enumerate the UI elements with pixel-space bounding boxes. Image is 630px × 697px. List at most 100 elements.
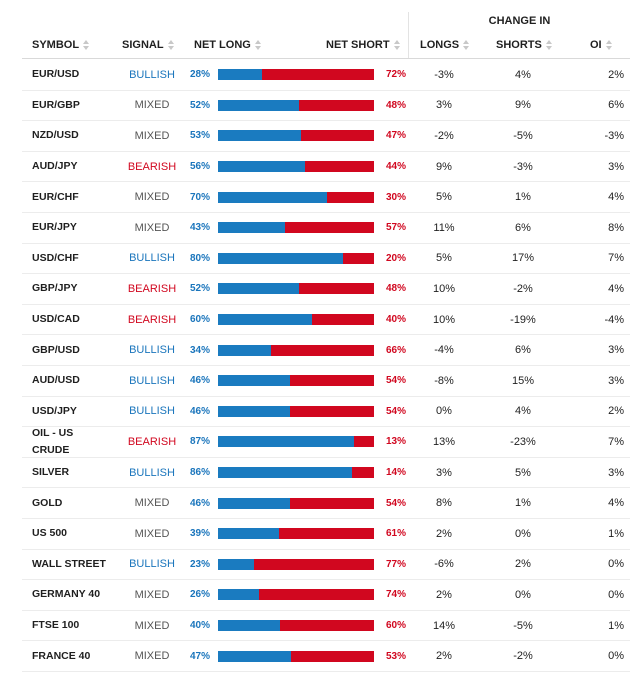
table-row[interactable]: SILVER BULLISH 86% 14% 3% 5% 3% bbox=[22, 458, 630, 489]
oi-change-value: 3% bbox=[608, 160, 624, 173]
signal-cell: MIXED bbox=[134, 588, 170, 601]
sentiment-bar-cell bbox=[218, 182, 374, 212]
sort-icon[interactable] bbox=[83, 40, 90, 50]
table-row[interactable]: NZD/USD MIXED 53% 47% -2% -5% -3% bbox=[22, 121, 630, 152]
table-row[interactable]: USD/CHF BULLISH 80% 20% 5% 17% 7% bbox=[22, 244, 630, 275]
longs-column-header[interactable]: LONGS bbox=[420, 32, 470, 58]
net-short-value: 77% bbox=[385, 558, 406, 570]
sort-icon[interactable] bbox=[463, 40, 470, 50]
table-row[interactable]: GBP/JPY BEARISH 52% 48% 10% -2% 4% bbox=[22, 274, 630, 305]
table-row[interactable]: USD/JPY BULLISH 46% 54% 0% 4% 2% bbox=[22, 397, 630, 428]
symbol-column-header[interactable]: SYMBOL bbox=[32, 32, 90, 58]
sentiment-bar-cell bbox=[218, 366, 374, 396]
sort-icon[interactable] bbox=[167, 40, 175, 50]
net-short-header-label: NET SHORT bbox=[326, 39, 390, 51]
symbol-cell[interactable]: EUR/GBP bbox=[32, 91, 112, 121]
table-row[interactable]: FTSE 100 MIXED 40% 60% 14% -5% 1% bbox=[22, 611, 630, 642]
symbol-label[interactable]: SILVER bbox=[32, 466, 70, 479]
net-short-bar-fill bbox=[311, 314, 374, 326]
table-row[interactable]: EUR/CHF MIXED 70% 30% 5% 1% 4% bbox=[22, 182, 630, 213]
symbol-cell[interactable]: GOLD bbox=[32, 488, 112, 518]
symbol-label[interactable]: GERMANY 40 bbox=[32, 588, 101, 601]
symbol-cell[interactable]: AUD/USD bbox=[32, 366, 112, 396]
symbol-cell[interactable]: GBP/JPY bbox=[32, 274, 112, 304]
net-long-value: 60% bbox=[189, 314, 210, 326]
sort-icon[interactable] bbox=[605, 40, 613, 50]
symbol-label[interactable]: FRANCE 40 bbox=[32, 649, 91, 662]
net-short-value: 66% bbox=[385, 344, 406, 356]
symbol-cell[interactable]: EUR/JPY bbox=[32, 213, 112, 243]
symbol-cell[interactable]: US 500 bbox=[32, 519, 112, 549]
sentiment-bar bbox=[218, 69, 374, 81]
table-row[interactable]: USD/CAD BEARISH 60% 40% 10% -19% -4% bbox=[22, 305, 630, 336]
symbol-label[interactable]: USD/CHF bbox=[32, 251, 79, 264]
table-row[interactable]: AUD/JPY BEARISH 56% 44% 9% -3% 3% bbox=[22, 152, 630, 183]
net-long-value: 46% bbox=[189, 405, 210, 417]
sort-icon[interactable] bbox=[393, 40, 401, 50]
symbol-label[interactable]: OIL - US CRUDE bbox=[32, 426, 74, 456]
symbol-cell[interactable]: AUD/JPY bbox=[32, 152, 112, 182]
sentiment-bar-cell bbox=[218, 152, 374, 182]
symbol-cell[interactable]: OIL - US CRUDE bbox=[32, 427, 112, 457]
table-row[interactable]: WALL STREET BULLISH 23% 77% -6% 2% 0% bbox=[22, 550, 630, 581]
signal-header-label: SIGNAL bbox=[122, 39, 164, 51]
net-short-column-header[interactable]: NET SHORT bbox=[326, 32, 401, 58]
sort-icon[interactable] bbox=[254, 40, 262, 50]
symbol-cell[interactable]: EUR/CHF bbox=[32, 182, 112, 212]
sentiment-bar bbox=[218, 620, 374, 632]
shorts-change-value: 15% bbox=[511, 374, 535, 387]
table-row[interactable]: EUR/USD BULLISH 28% 72% -3% 4% 2% bbox=[22, 60, 630, 91]
oi-change-value: 0% bbox=[608, 558, 624, 571]
symbol-label[interactable]: AUD/USD bbox=[32, 374, 80, 387]
symbol-label[interactable]: EUR/GBP bbox=[32, 98, 80, 111]
oi-column-header[interactable]: OI bbox=[590, 32, 613, 58]
net-long-column-header[interactable]: NET LONG bbox=[194, 32, 262, 58]
sentiment-bar-cell bbox=[218, 397, 374, 427]
table-row[interactable]: FRANCE 40 MIXED 47% 53% 2% -2% 0% bbox=[22, 641, 630, 672]
table-row[interactable]: GERMANY 40 MIXED 26% 74% 2% 0% 0% bbox=[22, 580, 630, 611]
shorts-column-header[interactable]: SHORTS bbox=[496, 32, 553, 58]
symbol-label[interactable]: USD/JPY bbox=[32, 404, 77, 417]
table-row[interactable]: EUR/JPY MIXED 43% 57% 11% 6% 8% bbox=[22, 213, 630, 244]
sentiment-bar bbox=[218, 405, 374, 417]
table-row[interactable]: EUR/GBP MIXED 52% 48% 3% 9% 6% bbox=[22, 91, 630, 122]
symbol-label[interactable]: EUR/USD bbox=[32, 68, 80, 81]
symbol-label[interactable]: WALL STREET bbox=[32, 557, 106, 570]
symbol-label[interactable]: FTSE 100 bbox=[32, 619, 80, 632]
symbol-cell[interactable]: FTSE 100 bbox=[32, 611, 112, 641]
symbol-label[interactable]: US 500 bbox=[32, 527, 68, 540]
table-row[interactable]: GOLD MIXED 46% 54% 8% 1% 4% bbox=[22, 488, 630, 519]
net-long-bar-fill bbox=[218, 528, 279, 540]
shorts-change-value: 1% bbox=[515, 191, 531, 204]
symbol-label[interactable]: EUR/JPY bbox=[32, 221, 77, 234]
symbol-label[interactable]: NZD/USD bbox=[32, 129, 79, 142]
shorts-change-value: -23% bbox=[510, 435, 536, 448]
symbol-label[interactable]: GOLD bbox=[32, 496, 63, 509]
sentiment-bar bbox=[218, 650, 374, 662]
symbol-label[interactable]: GBP/JPY bbox=[32, 282, 78, 295]
symbol-label[interactable]: GBP/USD bbox=[32, 343, 80, 356]
symbol-cell[interactable]: WALL STREET bbox=[32, 550, 112, 580]
net-long-value: 23% bbox=[189, 558, 210, 570]
sentiment-bar bbox=[218, 252, 374, 264]
symbol-label[interactable]: AUD/JPY bbox=[32, 160, 78, 173]
symbol-label[interactable]: USD/CAD bbox=[32, 313, 80, 326]
symbol-cell[interactable]: GBP/USD bbox=[32, 335, 112, 365]
symbol-cell[interactable]: USD/JPY bbox=[32, 397, 112, 427]
symbol-cell[interactable]: FRANCE 40 bbox=[32, 641, 112, 671]
symbol-label[interactable]: EUR/CHF bbox=[32, 190, 79, 203]
symbol-cell[interactable]: GERMANY 40 bbox=[32, 580, 112, 610]
sort-icon[interactable] bbox=[545, 40, 553, 50]
oi-change-value: 4% bbox=[608, 282, 624, 295]
symbol-cell[interactable]: NZD/USD bbox=[32, 121, 112, 151]
signal-column-header[interactable]: SIGNAL bbox=[122, 32, 175, 58]
oi-change-value: 1% bbox=[608, 527, 624, 540]
table-row[interactable]: GBP/USD BULLISH 34% 66% -4% 6% 3% bbox=[22, 335, 630, 366]
symbol-cell[interactable]: USD/CAD bbox=[32, 305, 112, 335]
symbol-cell[interactable]: SILVER bbox=[32, 458, 112, 488]
table-row[interactable]: AUD/USD BULLISH 46% 54% -8% 15% 3% bbox=[22, 366, 630, 397]
table-row[interactable]: US 500 MIXED 39% 61% 2% 0% 1% bbox=[22, 519, 630, 550]
symbol-cell[interactable]: EUR/USD bbox=[32, 60, 112, 90]
table-row[interactable]: OIL - US CRUDE BEARISH 87% 13% 13% -23% 7% bbox=[22, 427, 630, 458]
symbol-cell[interactable]: USD/CHF bbox=[32, 244, 112, 274]
